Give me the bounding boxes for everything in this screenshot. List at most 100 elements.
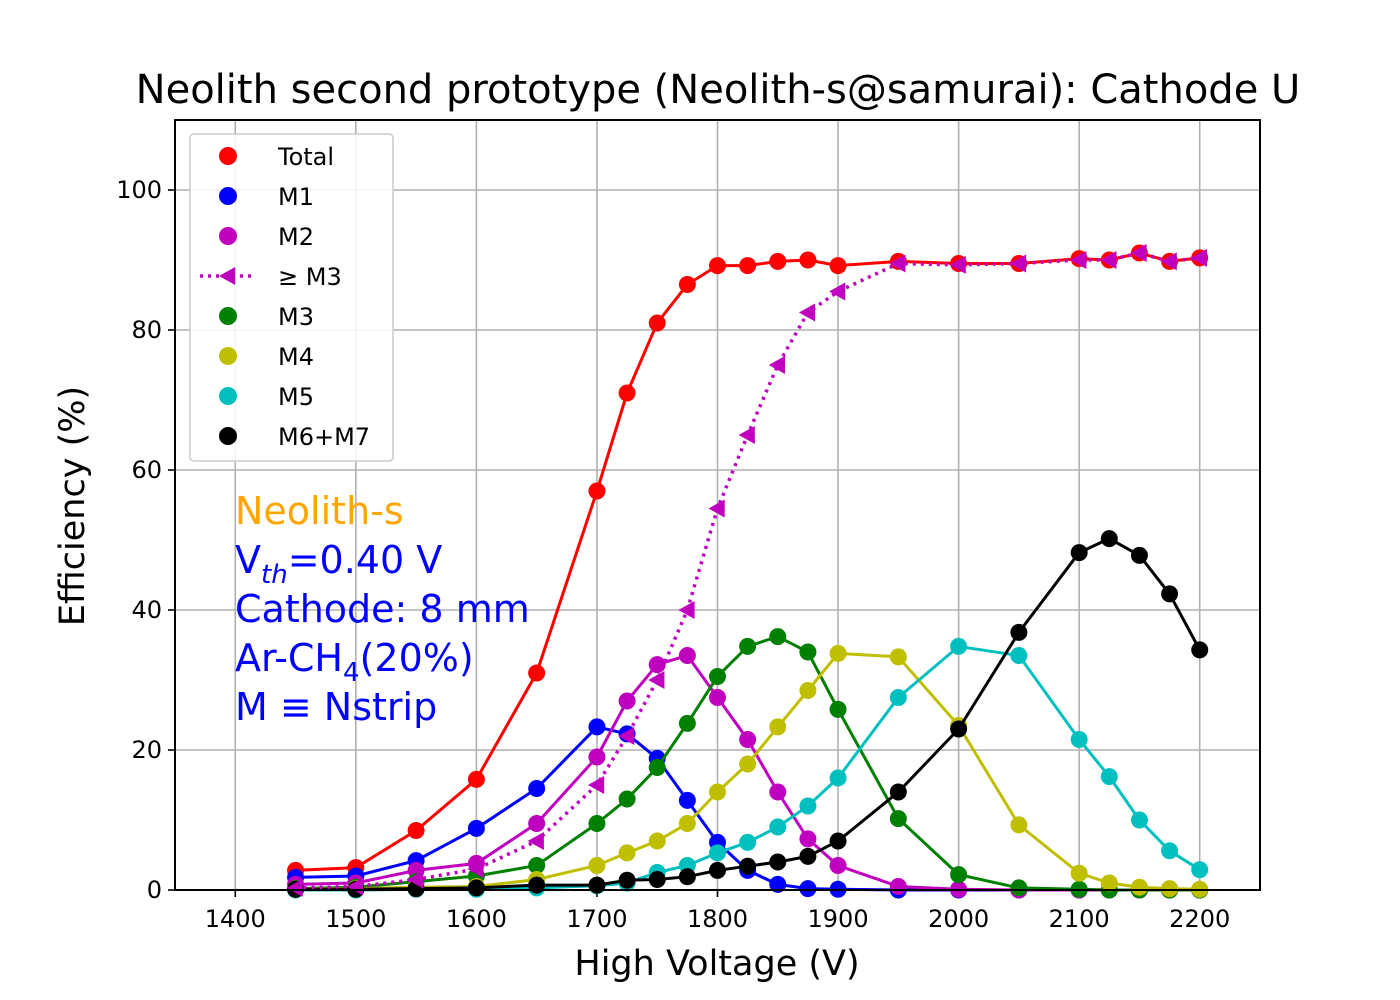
data-point: [407, 870, 424, 889]
series-line-total: [295, 251, 1200, 872]
data-point: [739, 731, 757, 748]
data-point: [950, 637, 968, 655]
data-point: [467, 860, 484, 878]
x-axis-label: High Voltage (V): [574, 944, 859, 984]
data-point: [950, 866, 968, 884]
annotation-line: Ar-CH4(20%): [235, 636, 474, 688]
data-point: [618, 871, 636, 889]
x-tick-label: 1400: [205, 905, 266, 933]
data-point: [528, 780, 546, 797]
data-point: [709, 861, 726, 879]
annotation-line: Vth=0.40 V: [235, 538, 442, 590]
series-line-m4: [295, 651, 1200, 891]
data-point: [1100, 530, 1118, 548]
data-point: [1130, 244, 1147, 262]
data-point: [1100, 768, 1118, 786]
x-tick-label: 1600: [446, 905, 507, 933]
x-axis-ticks: 1400 1500 1600 1700 1800 1900 2000 2100 2200: [205, 890, 1230, 933]
data-point: [648, 656, 666, 674]
plot-frame: [174, 119, 1261, 891]
data-point: [889, 648, 907, 666]
data-point: [588, 748, 606, 766]
data-point: [1010, 879, 1028, 897]
annotation-line: Cathode: 8 mm: [235, 587, 530, 631]
legend-marker: [219, 427, 237, 445]
data-point: [769, 853, 787, 871]
data-point: [1010, 647, 1028, 664]
data-point: [1161, 585, 1179, 603]
data-point: [709, 783, 726, 801]
series-m6-plus-m7: [287, 530, 1209, 898]
series-line-m6-plus-m7: [295, 536, 1202, 891]
data-point: [768, 356, 785, 374]
y-tick-label: 100: [116, 176, 162, 204]
legend-label: M4: [278, 343, 314, 371]
data-point: [588, 876, 606, 894]
x-tick-label: 1800: [687, 905, 748, 933]
data-point: [678, 815, 696, 832]
data-point: [889, 783, 907, 801]
legend-marker: [219, 147, 237, 165]
data-point: [950, 720, 968, 738]
data-point: [739, 257, 757, 275]
data-point: [799, 830, 817, 848]
data-point: [708, 499, 725, 518]
data-point: [678, 647, 696, 664]
data-point: [1070, 544, 1088, 562]
annotation-line: Neolith-s: [235, 489, 404, 533]
data-point: [618, 692, 636, 710]
data-point: [1070, 251, 1087, 269]
data-point: [588, 857, 606, 874]
data-point: [798, 303, 816, 322]
data-point: [1010, 623, 1028, 641]
legend-marker: [219, 227, 237, 245]
y-tick-label: 80: [131, 316, 162, 344]
data-point: [588, 815, 606, 832]
y-axis-label: Efficiency (%): [53, 386, 93, 626]
data-point: [648, 871, 666, 888]
x-tick-label: 2200: [1169, 905, 1230, 933]
data-point: [799, 682, 817, 699]
data-point: [1130, 546, 1148, 564]
data-point: [618, 384, 636, 402]
data-point: [709, 257, 726, 275]
x-tick-label: 2100: [1049, 905, 1110, 933]
data-point: [528, 664, 546, 682]
data-point: [588, 718, 606, 736]
legend-marker: [219, 267, 236, 285]
data-point: [648, 832, 666, 850]
y-tick-label: 60: [131, 456, 162, 484]
data-point: [587, 776, 605, 794]
legend-entry-m1: M1: [219, 183, 314, 211]
legend-label: M2: [278, 223, 314, 251]
data-point: [1161, 842, 1179, 860]
data-point: [1191, 861, 1209, 879]
data-point: [1100, 874, 1118, 892]
legend-label: M6+M7: [278, 423, 370, 451]
legend-marker: [219, 307, 237, 325]
data-point: [1009, 254, 1027, 273]
data-point: [949, 255, 966, 274]
data-point: [286, 878, 303, 897]
data-point: [739, 857, 757, 875]
legend: Total M1 M2 ≥ M3 M3 M4 M5 M6+M7: [189, 133, 394, 462]
data-point: [739, 833, 757, 851]
data-point: [467, 770, 485, 788]
data-point: [618, 790, 636, 808]
data-point: [739, 755, 757, 773]
data-point: [889, 254, 906, 273]
data-point: [648, 671, 665, 689]
data-point: [889, 810, 907, 828]
data-point: [1161, 880, 1179, 898]
data-point: [618, 844, 636, 862]
data-point: [738, 426, 755, 444]
legend-marker: [219, 187, 237, 205]
data-point: [799, 797, 817, 815]
data-point: [829, 282, 846, 301]
legend-entry-m4: M4: [219, 343, 314, 371]
data-point: [678, 714, 696, 732]
data-point: [769, 818, 787, 836]
data-point: [527, 832, 544, 850]
data-point: [829, 644, 847, 662]
